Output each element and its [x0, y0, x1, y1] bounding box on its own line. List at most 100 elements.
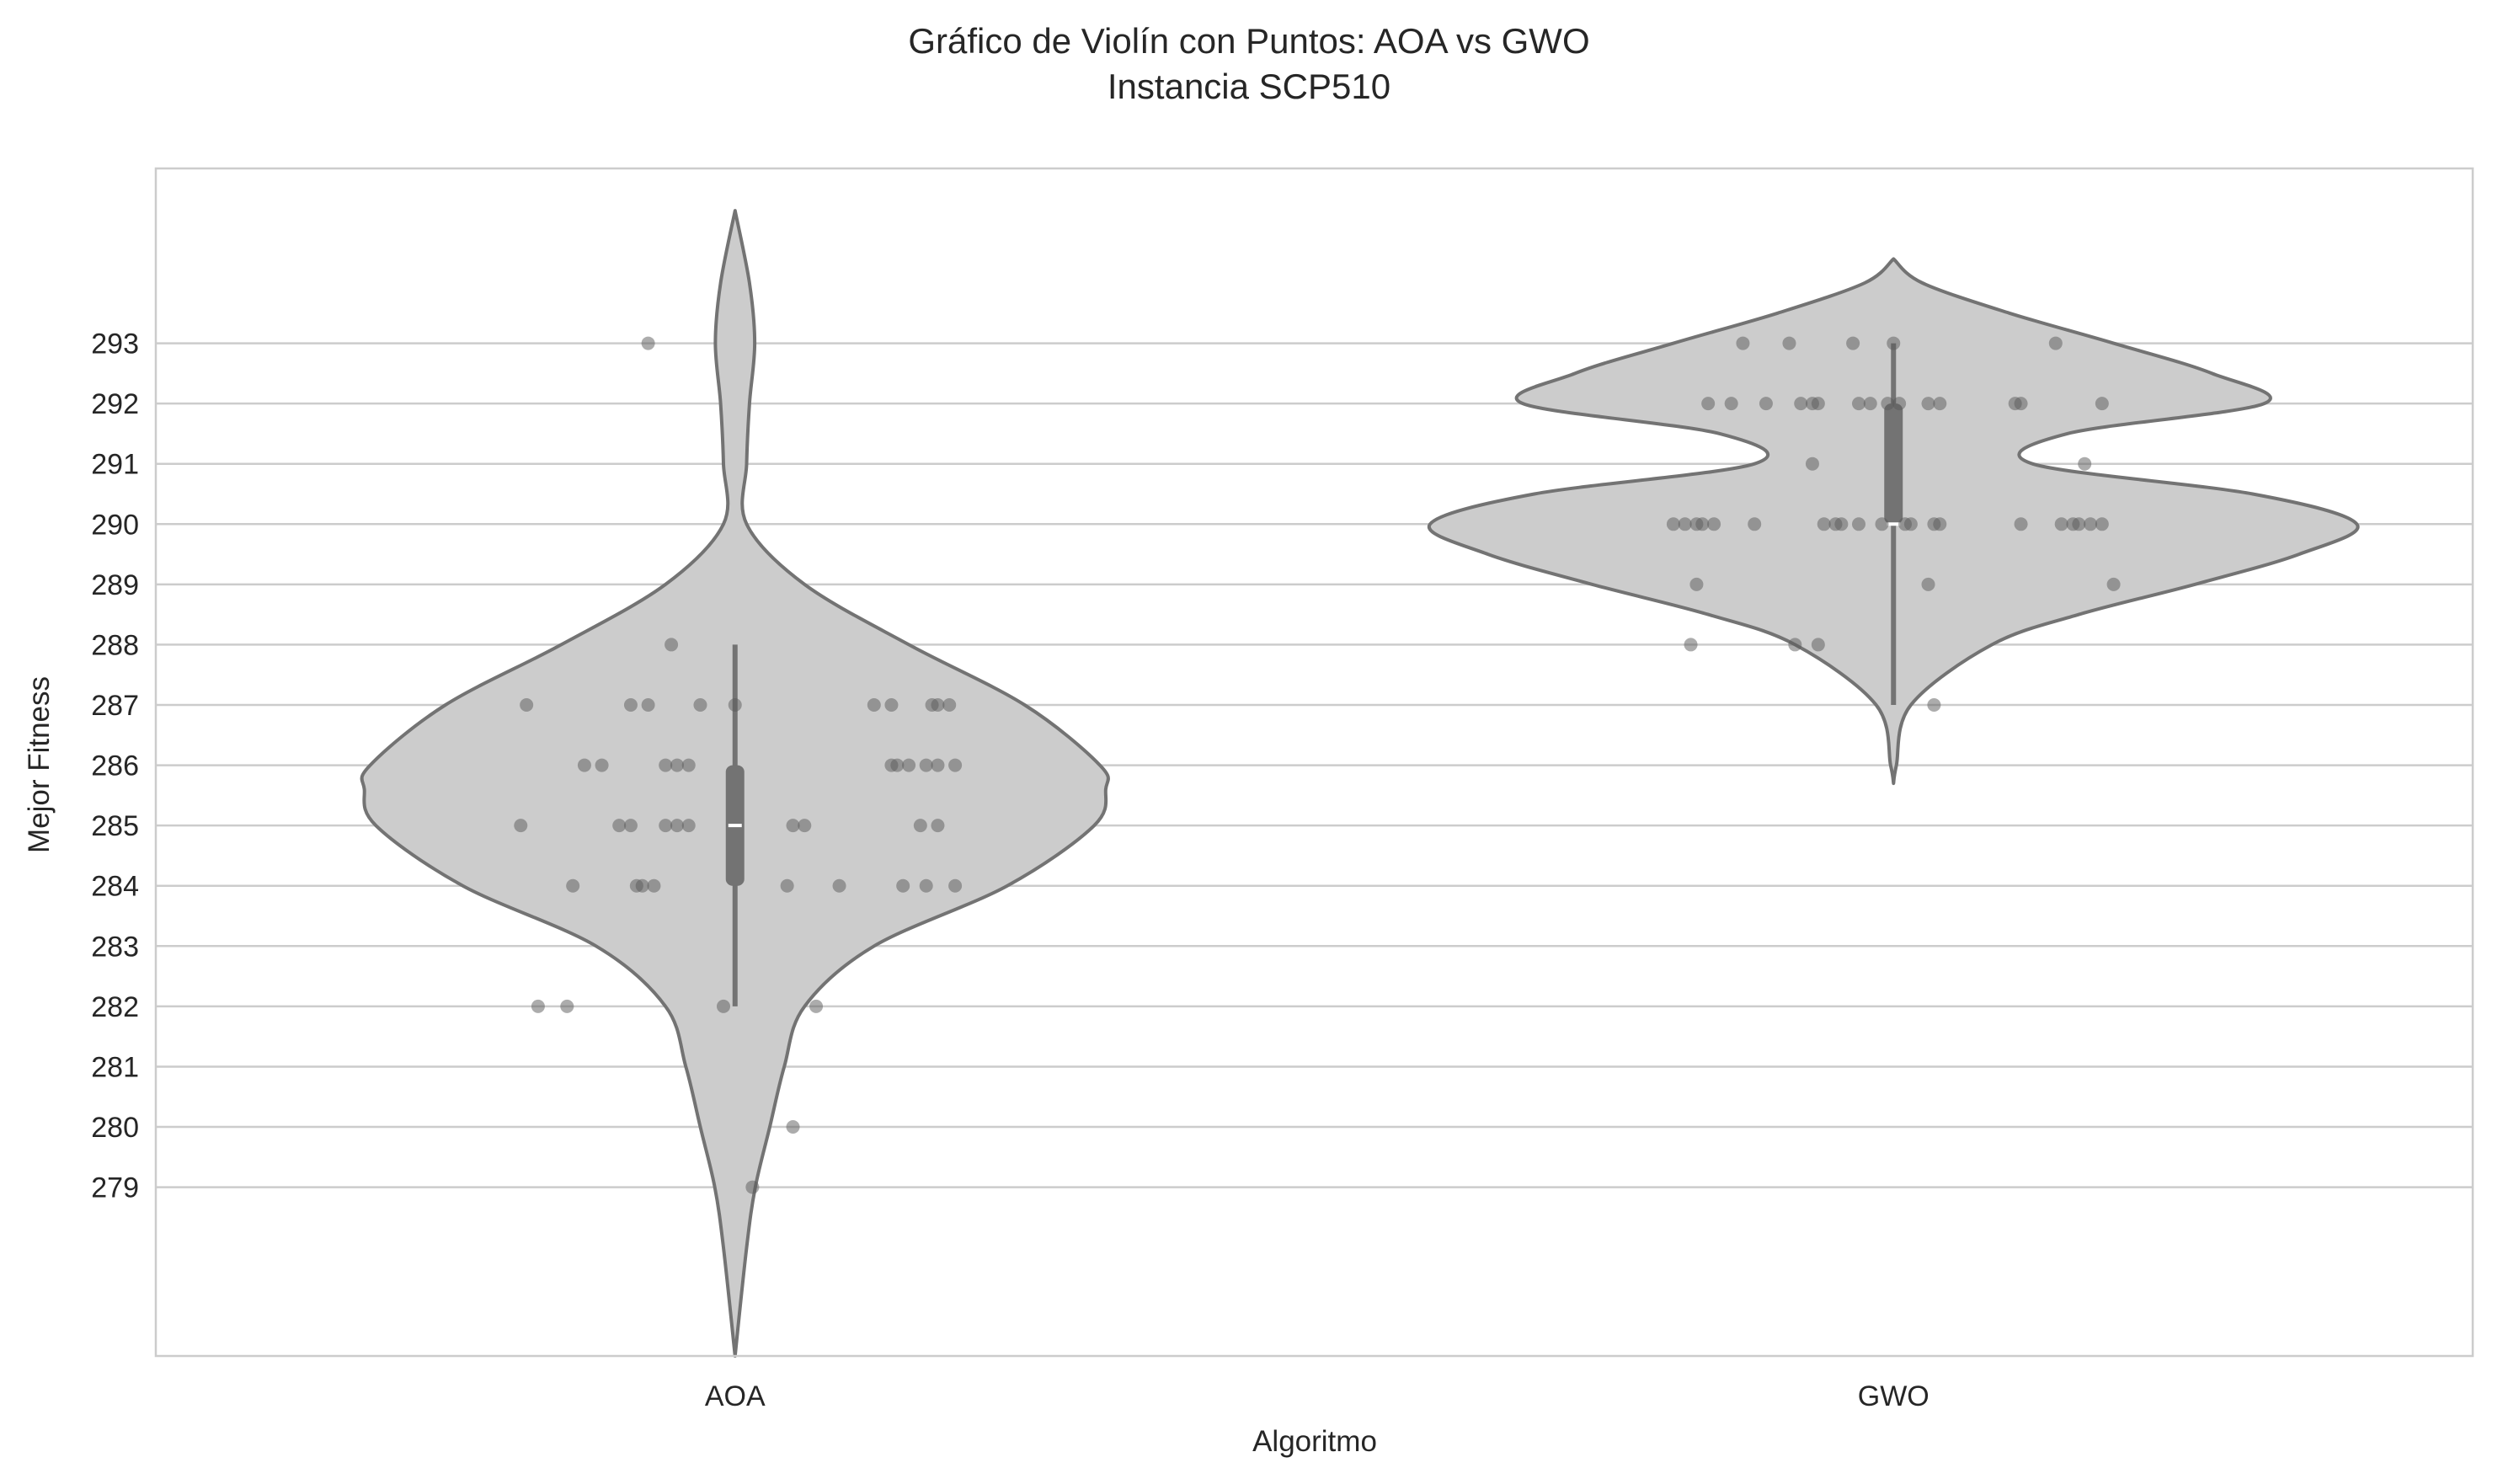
data-point-aoa	[560, 999, 574, 1013]
data-point-gwo	[1851, 397, 1865, 411]
data-point-aoa	[786, 819, 800, 833]
data-point-aoa	[948, 878, 963, 893]
data-point-aoa	[902, 758, 916, 772]
data-point-gwo	[2054, 517, 2068, 531]
y-tick-label: 288	[91, 629, 139, 661]
data-point-gwo	[1666, 517, 1680, 531]
data-point-aoa	[623, 819, 638, 833]
x-axis-label: Algoritmo	[1252, 1425, 1377, 1458]
data-point-gwo	[1748, 517, 1762, 531]
data-point-aoa	[612, 819, 627, 833]
data-point-gwo	[1892, 397, 1907, 411]
strip-points	[514, 336, 2121, 1194]
data-point-aoa	[745, 1180, 760, 1194]
x-tick-label: AOA	[705, 1380, 766, 1412]
data-point-gwo	[1759, 397, 1773, 411]
data-point-aoa	[919, 878, 933, 893]
data-point-gwo	[2106, 577, 2121, 591]
data-point-aoa	[728, 698, 742, 713]
data-point-gwo	[1851, 517, 1865, 531]
data-point-gwo	[1689, 577, 1704, 591]
data-point-aoa	[884, 698, 899, 713]
y-axis-label: Mejor Fitness	[23, 676, 56, 853]
data-point-aoa	[931, 819, 945, 833]
data-point-gwo	[2072, 517, 2086, 531]
data-point-gwo	[1788, 638, 1802, 652]
data-point-aoa	[681, 758, 696, 772]
data-point-aoa	[832, 878, 846, 893]
data-point-aoa	[931, 758, 945, 772]
data-point-gwo	[2048, 336, 2063, 350]
y-tick-label: 282	[91, 991, 139, 1023]
data-point-aoa	[942, 698, 957, 713]
data-point-aoa	[798, 819, 812, 833]
data-point-gwo	[1782, 336, 1796, 350]
data-point-aoa	[659, 758, 673, 772]
data-point-gwo	[1863, 397, 1877, 411]
data-point-gwo	[1707, 517, 1721, 531]
plot-frame	[154, 167, 2474, 1358]
data-point-aoa	[641, 698, 655, 713]
data-point-gwo	[1701, 397, 1716, 411]
data-point-aoa	[670, 819, 684, 833]
x-tick-labels: AOA GWO	[705, 1380, 1930, 1412]
data-point-aoa	[780, 878, 794, 893]
x-tick-label: GWO	[1858, 1380, 1930, 1412]
data-point-aoa	[577, 758, 591, 772]
data-point-aoa	[670, 758, 684, 772]
data-point-gwo	[1887, 336, 1901, 350]
y-tick-label: 283	[91, 931, 139, 963]
chart-subtitle: Instancia SCP510	[1108, 67, 1390, 106]
data-point-gwo	[1875, 517, 1889, 531]
data-point-aoa	[647, 878, 661, 893]
data-point-gwo	[1794, 397, 1808, 411]
data-point-gwo	[1834, 517, 1849, 531]
data-point-aoa	[913, 819, 927, 833]
data-point-gwo	[2095, 397, 2109, 411]
data-point-gwo	[1933, 397, 1947, 411]
data-point-gwo	[2095, 517, 2109, 531]
data-point-aoa	[514, 819, 528, 833]
y-tick-label: 287	[91, 690, 139, 722]
y-tick-label: 286	[91, 750, 139, 782]
y-tick-label: 292	[91, 388, 139, 420]
y-tick-label: 291	[91, 449, 139, 481]
data-point-gwo	[1805, 456, 1819, 471]
data-point-aoa	[867, 698, 881, 713]
data-point-aoa	[681, 819, 696, 833]
y-tick-label: 290	[91, 509, 139, 541]
data-point-gwo	[1927, 698, 1941, 713]
violins	[360, 209, 2360, 1358]
data-point-gwo	[1811, 638, 1825, 652]
data-point-aoa	[635, 878, 649, 893]
data-point-aoa	[716, 999, 730, 1013]
data-point-gwo	[1903, 517, 1918, 531]
y-tick-label: 281	[91, 1051, 139, 1083]
data-point-aoa	[520, 698, 534, 713]
data-point-gwo	[1933, 517, 1947, 531]
data-point-gwo	[2078, 456, 2092, 471]
iqr-box-gwo	[1884, 403, 1903, 525]
y-tick-label: 293	[91, 328, 139, 360]
data-point-aoa	[623, 698, 638, 713]
data-point-aoa	[786, 1120, 800, 1134]
y-tick-labels: 279 280 281 282 283 284 285 286 287 288 289 290 291 2…	[91, 328, 139, 1204]
data-point-gwo	[1684, 638, 1698, 652]
data-point-aoa	[531, 999, 545, 1013]
data-point-gwo	[2014, 517, 2028, 531]
data-point-aoa	[641, 336, 655, 350]
data-point-gwo	[1921, 577, 1935, 591]
data-point-aoa	[809, 999, 824, 1013]
data-point-gwo	[1736, 336, 1750, 350]
data-point-aoa	[931, 698, 945, 713]
data-point-gwo	[2084, 517, 2098, 531]
chart-title: Gráfico de Violín con Puntos: AOA vs GWO	[908, 21, 1589, 61]
data-point-gwo	[1846, 336, 1860, 350]
data-point-aoa	[595, 758, 609, 772]
data-point-gwo	[2014, 397, 2028, 411]
data-point-gwo	[1678, 517, 1692, 531]
data-point-aoa	[693, 698, 707, 713]
data-point-gwo	[1817, 517, 1831, 531]
data-point-aoa	[896, 878, 910, 893]
